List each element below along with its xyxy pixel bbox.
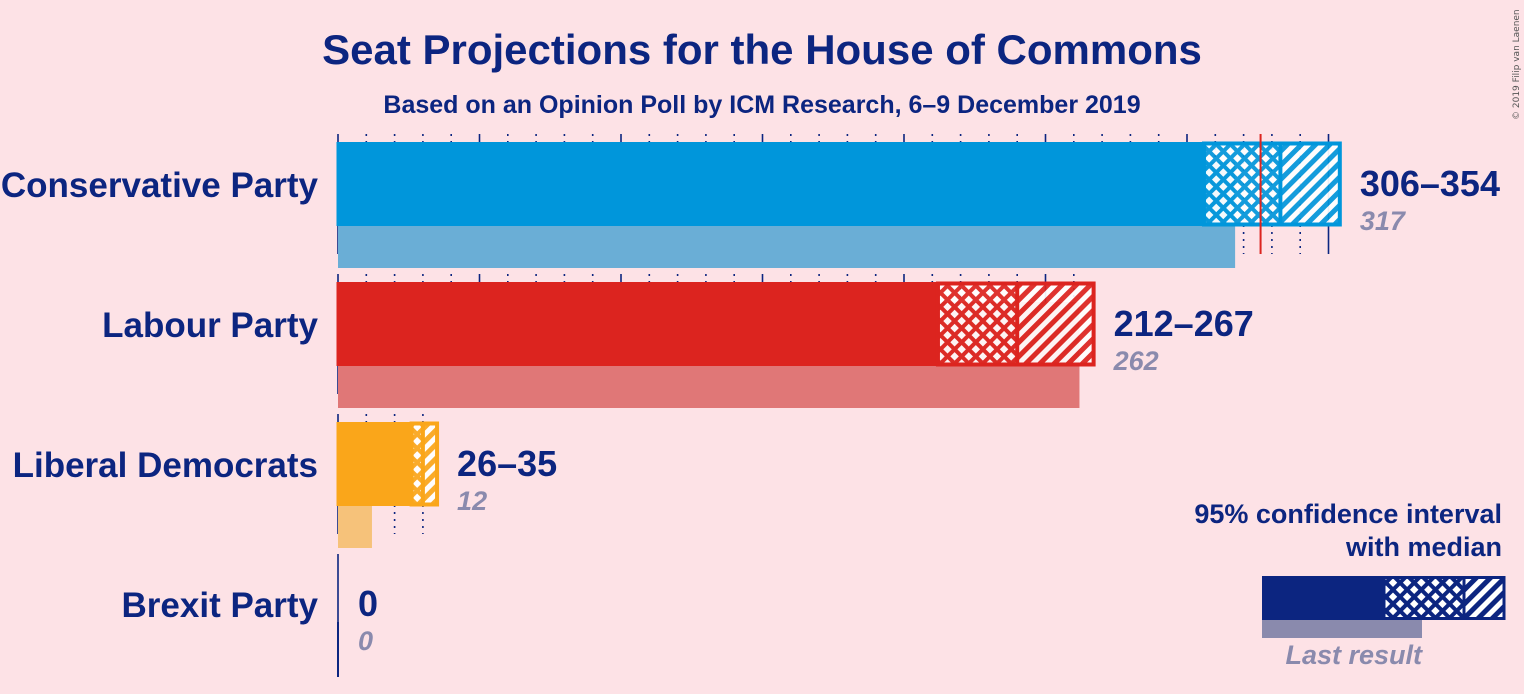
- last-result-label-conservative-party: 317: [1360, 206, 1407, 236]
- legend-cross-swatch: [1384, 576, 1464, 620]
- chart-subtitle: Based on an Opinion Poll by ICM Research…: [383, 91, 1140, 119]
- bar-ci-lower-labour-party: [937, 282, 1018, 366]
- bar-solid-conservative-party: [338, 142, 1204, 226]
- party-label-liberal-democrats: Liberal Democrats: [13, 446, 318, 485]
- legend-line2: with median: [1345, 532, 1502, 562]
- range-label-brexit-party: 0: [358, 583, 378, 624]
- range-label-liberal-democrats: 26–35: [457, 443, 557, 484]
- legend-solid-swatch: [1262, 576, 1384, 620]
- party-label-brexit-party: Brexit Party: [122, 586, 319, 625]
- bar-solid-labour-party: [338, 282, 938, 366]
- last-result-label-liberal-democrats: 12: [457, 486, 487, 516]
- legend-line1: 95% confidence interval: [1194, 499, 1502, 529]
- legend-ci-outline: [1382, 576, 1506, 620]
- bar-ci-upper-liberal-democrats: [422, 422, 438, 506]
- copyright-text: © 2019 Filip van Laenen: [1512, 9, 1522, 120]
- bar-ci-upper-conservative-party: [1280, 142, 1340, 226]
- range-label-labour-party: 212–267: [1114, 303, 1254, 344]
- legend-last-result-label: Last result: [1285, 640, 1423, 670]
- bar-solid-liberal-democrats: [338, 422, 412, 506]
- bar-ci-upper-labour-party: [1017, 282, 1094, 366]
- last-result-label-brexit-party: 0: [358, 626, 373, 656]
- legend: 95% confidence interval with median Last…: [1194, 499, 1506, 670]
- chart-title: Seat Projections for the House of Common…: [322, 26, 1202, 73]
- bar-ci-lower-liberal-democrats: [411, 422, 423, 506]
- bar-ci-lower-conservative-party: [1203, 142, 1281, 226]
- range-label-conservative-party: 306–354: [1360, 163, 1500, 204]
- party-label-conservative-party: Conservative Party: [1, 166, 319, 205]
- last-result-label-labour-party: 262: [1113, 346, 1159, 376]
- party-label-labour-party: Labour Party: [102, 306, 318, 345]
- legend-diagonal-swatch: [1464, 576, 1504, 620]
- bar-ci-outline-conservative-party: [1201, 141, 1342, 227]
